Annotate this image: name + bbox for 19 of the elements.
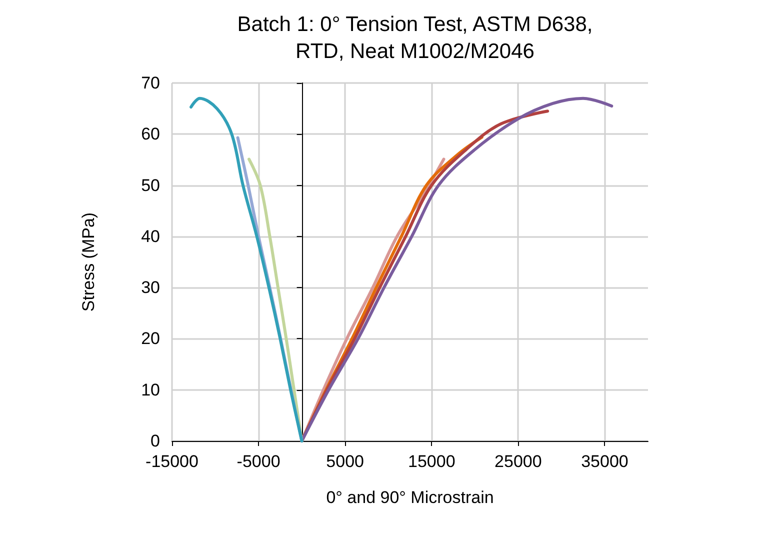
y-tick-label: 20 <box>141 329 160 348</box>
x-tick-label: 15000 <box>408 452 456 471</box>
x-tick-label: -5000 <box>236 452 280 471</box>
y-tick-label: 0 <box>150 432 160 450</box>
chart-title: Batch 1: 0° Tension Test, ASTM D638, RTD, Neat M1002/M2046 <box>237 13 593 63</box>
x-axis-title: 0° and 90° Microstrain <box>326 488 494 507</box>
y-tick-label: 40 <box>141 226 160 246</box>
y-tick-label: 70 <box>141 74 160 92</box>
line-series <box>300 96 614 442</box>
y-tick-label: 30 <box>141 278 160 298</box>
y-tick-label: 10 <box>141 380 160 400</box>
y-tick-label: 60 <box>141 124 160 144</box>
y-axis-title: Stress (MPa) <box>79 212 98 312</box>
line-series <box>190 96 304 442</box>
x-tick-label: 25000 <box>494 452 542 471</box>
x-tick-label: 5000 <box>326 452 364 471</box>
y-tick-label: 50 <box>141 176 160 195</box>
x-tick-label: -15000 <box>146 452 198 471</box>
x-tick-label: 35000 <box>581 452 628 471</box>
